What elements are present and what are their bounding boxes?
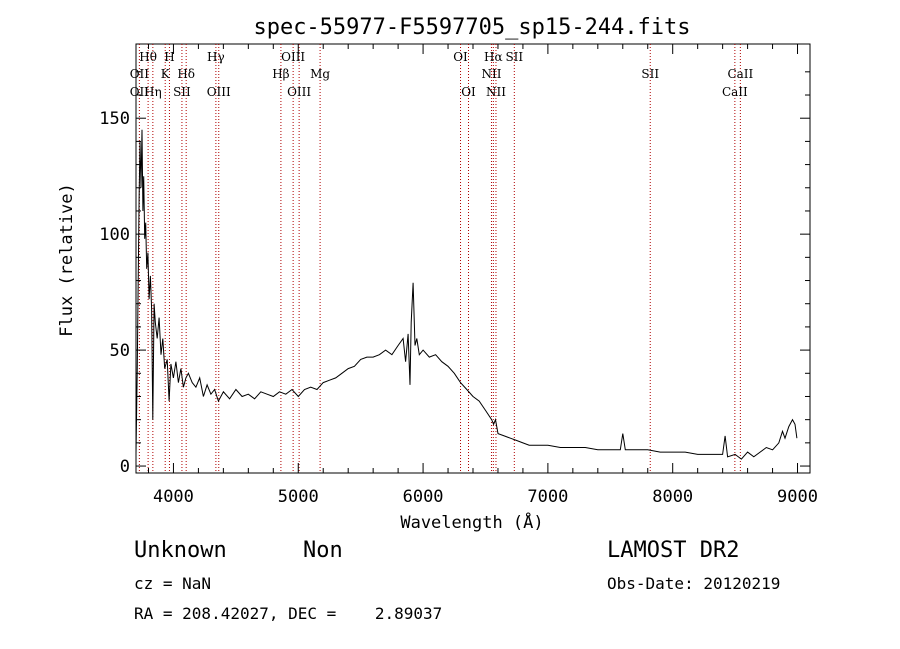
annotation-label-19: OIII (287, 85, 311, 99)
annotation-label-10: Hβ (272, 67, 289, 81)
annotation-label-5: Hα (484, 50, 503, 64)
ra-dec-coords: RA = 208.42027, DEC = 2.89037 (134, 604, 443, 623)
redshift-cz: cz = NaN (134, 574, 212, 593)
x-tick-label: 6000 (403, 487, 444, 507)
x-tick-label: 9000 (777, 487, 818, 507)
obs-date: Obs-Date: 20120219 (607, 574, 781, 593)
object-subclass: Non (303, 538, 343, 563)
plot-frame (135, 43, 811, 474)
survey-name: LAMOST DR2 (607, 538, 740, 563)
annotation-label-4: OI (453, 50, 468, 64)
annotation-label-9: Hδ (177, 67, 195, 81)
annotation-label-3: OIII (281, 50, 305, 64)
x-tick-label: 8000 (652, 487, 693, 507)
x-tick-label: 4000 (153, 487, 194, 507)
annotation-label-18: OIII (207, 85, 231, 99)
x-tick-label: 5000 (278, 487, 319, 507)
y-tick-label: 100 (99, 225, 130, 245)
x-tick-label: 7000 (527, 487, 568, 507)
annotation-label-1: H (164, 50, 174, 64)
annotation-label-12: NII (481, 67, 501, 81)
annotation-label-20: OI (461, 85, 476, 99)
y-tick-label: 150 (99, 109, 130, 129)
object-class: Unknown (134, 538, 227, 563)
annotation-label-6: SII (505, 50, 523, 64)
line-markers (138, 44, 741, 473)
annotation-label-15: OII (130, 85, 150, 99)
spectrum-series-line (135, 129, 798, 460)
x-axis-ticks: 4000 5000 6000 7000 8000 9000 (147, 44, 818, 507)
annotation-label-22: CaII (722, 85, 748, 99)
y-tick-label: 0 (120, 457, 130, 477)
chart-title: spec-55977-F5597705_sp15-244.fits (253, 15, 690, 40)
annotation-label-17: SII (173, 85, 191, 99)
annotation-label-7: OII (130, 67, 150, 81)
y-tick-label: 50 (110, 341, 130, 361)
annotation-label-11: Mg (310, 67, 330, 81)
annotation-label-8: K (161, 67, 171, 81)
y-axis-ticks: 0 50 100 150 (99, 71, 810, 477)
y-axis-label: Flux (relative) (57, 183, 77, 337)
annotation-label-13: SII (641, 67, 659, 81)
annotation-label-21: NII (486, 85, 506, 99)
annotation-label-0: Hθ (139, 50, 157, 64)
x-axis-label: Wavelength (Å) (400, 511, 543, 533)
annotation-label-14: CaII (727, 67, 753, 81)
annotation-label-2: Hγ (207, 50, 225, 64)
annotation-label-16: Hη (144, 85, 162, 99)
